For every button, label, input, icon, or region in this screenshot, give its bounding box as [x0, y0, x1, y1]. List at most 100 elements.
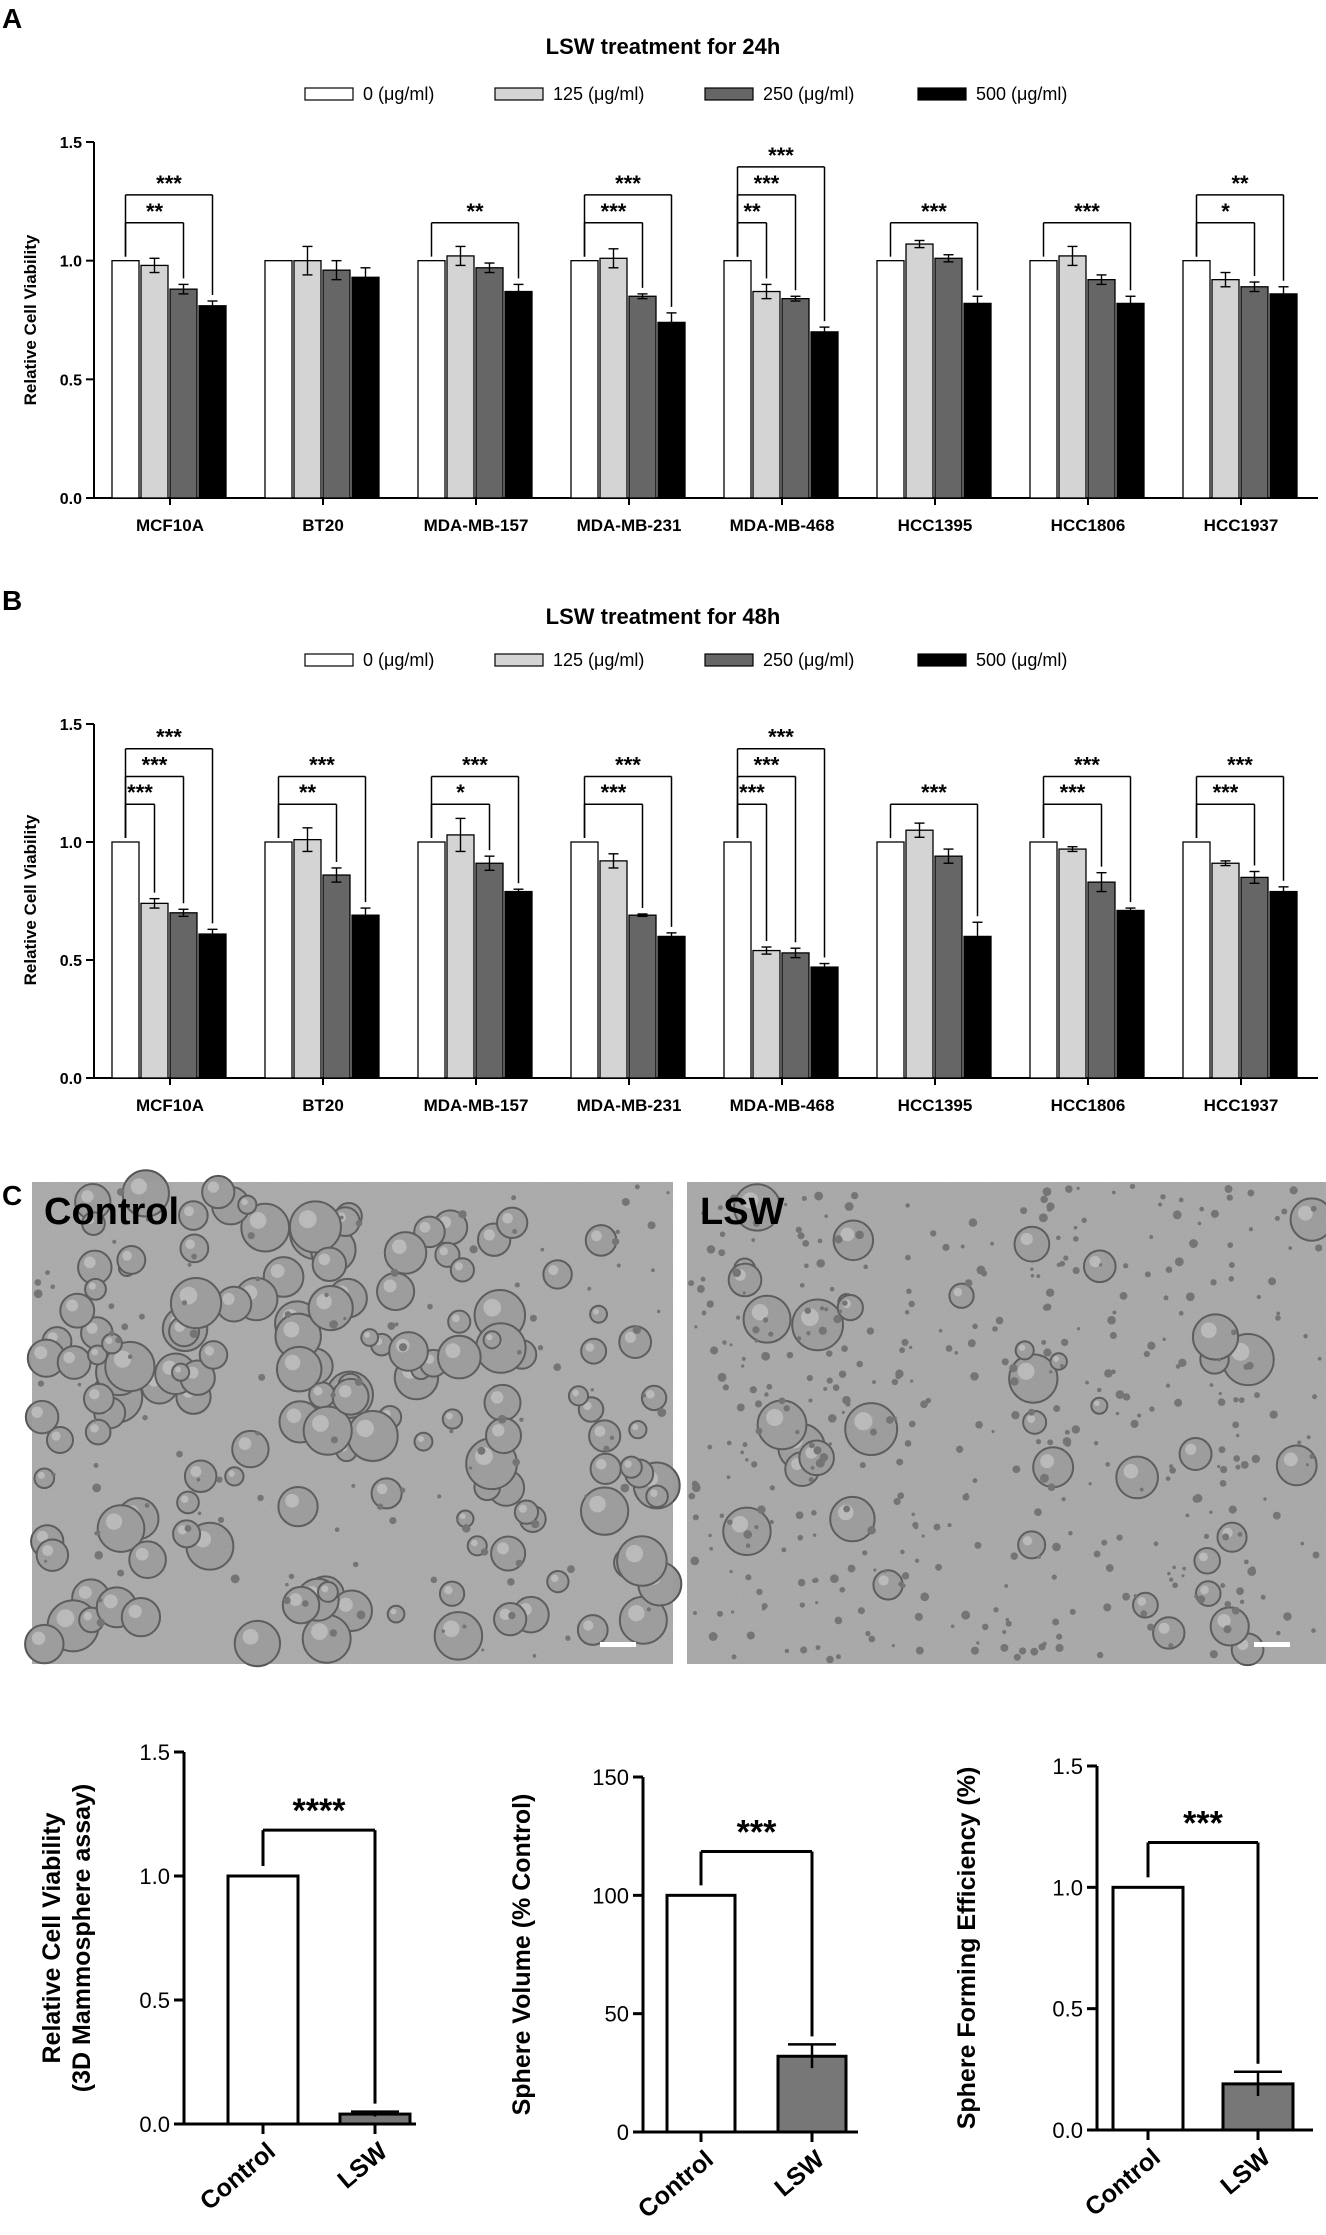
lsw-micrograph-label: LSW: [700, 1191, 785, 1233]
bar: [570, 260, 599, 499]
y-tick-label: 0.5: [1052, 1997, 1083, 2022]
significance-label: ***: [127, 780, 153, 805]
bar: [111, 260, 140, 499]
bar: [1058, 848, 1087, 1079]
control-micrograph-label: Control: [44, 1191, 179, 1233]
bar: [934, 855, 963, 1079]
bar: [752, 290, 781, 499]
chart-sphere-forming-efficiency: 0.0 0.5 1.0 1.5 Control LSW *** Sphere Forming …: [953, 1754, 1313, 2222]
scale-bar-right: [1254, 1642, 1290, 1647]
bar: [1269, 293, 1298, 499]
y-tick-label: 0.0: [1052, 2118, 1083, 2143]
x-tick-label: Control: [1080, 2143, 1166, 2222]
significance-label: ***: [739, 780, 765, 805]
significance-label: **: [299, 780, 317, 805]
significance-label: ***: [601, 780, 627, 805]
bar: [198, 305, 227, 499]
bar: [963, 935, 992, 1079]
significance-label: ***: [462, 752, 488, 777]
bar: [1211, 279, 1240, 499]
significance-label: ***: [309, 752, 335, 777]
x-tick-label: MDA-MB-231: [577, 516, 682, 535]
x-tick-label: HCC1395: [898, 516, 973, 535]
x-tick-label: HCC1937: [1204, 1096, 1279, 1115]
bar: [1116, 302, 1145, 499]
bar: [417, 841, 446, 1079]
bar: [810, 331, 839, 499]
legend-swatch-2: [704, 653, 754, 667]
bar: [140, 264, 169, 499]
significance-label: ***: [1074, 752, 1100, 777]
bar: [1211, 862, 1240, 1079]
significance-label: ***: [737, 1814, 777, 1852]
chart-48h-title: LSW treatment for 48h: [546, 604, 781, 629]
bar: [446, 255, 475, 499]
legend-swatch-3: [917, 87, 967, 101]
x-tick-label: MCF10A: [136, 1096, 204, 1115]
scale-bar-left: [600, 1642, 636, 1647]
significance-label: ***: [1183, 1804, 1223, 1842]
lsw-micrograph: LSW: [687, 1182, 1326, 1667]
legend-swatch-0: [304, 87, 354, 101]
bar: [293, 260, 322, 499]
y-tick-label: 0.0: [60, 1071, 82, 1088]
chart-24h-title: LSW treatment for 24h: [546, 34, 781, 59]
bar: [1029, 260, 1058, 499]
significance-label: ***: [768, 143, 794, 168]
significance-label: ***: [921, 780, 947, 805]
chart-48h-legend: 0 (μg/ml) 125 (μg/ml) 250 (μg/ml) 500 (μg/m…: [304, 650, 1067, 670]
bar: [599, 257, 628, 499]
bar: [657, 935, 686, 1079]
legend-label-3: 500 (μg/ml): [976, 84, 1067, 104]
significance-label: ***: [615, 752, 641, 777]
y-tick-label: 0.5: [60, 953, 82, 970]
legend-label-0: 0 (μg/ml): [363, 84, 434, 104]
y-tick-label: 50: [605, 2002, 629, 2027]
bar: [1240, 876, 1269, 1079]
significance-label: ***: [1213, 780, 1239, 805]
chart-sphere-volume: 0 50 100 150 Control LSW *** Sphere Volume (% C…: [508, 1765, 858, 2224]
legend-label-2: 250 (μg/ml): [763, 84, 854, 104]
bar: [570, 841, 599, 1079]
micrographs: Control LSW: [24, 1169, 1326, 1668]
significance-label: ***: [156, 171, 182, 196]
significance-label: ***: [601, 199, 627, 224]
bar: [1058, 255, 1087, 499]
significance-label: **: [1231, 171, 1249, 196]
y-tick-label: 1.5: [60, 135, 82, 152]
bar: [351, 914, 380, 1079]
legend-swatch-1: [494, 653, 544, 667]
bar: [665, 1893, 737, 2134]
significance-label: ***: [156, 725, 182, 750]
significance-label: ***: [768, 725, 794, 750]
x-tick-label: LSW: [1215, 2143, 1276, 2200]
significance-label: ***: [1060, 780, 1086, 805]
bar: [1269, 890, 1298, 1079]
significance-label: ***: [754, 752, 780, 777]
x-tick-label: HCC1395: [898, 1096, 973, 1115]
x-tick-label: MDA-MB-468: [730, 1096, 835, 1115]
bar: [723, 841, 752, 1079]
chart-24h: LSW treatment for 24h 0 (μg/ml) 125 (μg/m…: [21, 34, 1318, 535]
significance-label: ***: [142, 752, 168, 777]
y-tick-label: 0: [617, 2120, 629, 2145]
x-tick-label: LSW: [332, 2137, 393, 2194]
chart-48h: LSW treatment for 48h 0 (μg/ml) 125 (μg/m…: [21, 604, 1318, 1115]
bar: [876, 841, 905, 1079]
x-tick-label: LSW: [769, 2145, 830, 2202]
significance-label: ***: [615, 171, 641, 196]
x-tick-label: HCC1806: [1051, 1096, 1126, 1115]
significance-label: ***: [1227, 752, 1253, 777]
y-tick-label: 1.0: [60, 835, 82, 852]
bar: [169, 912, 198, 1079]
significance-label: ****: [293, 1792, 347, 1830]
bar: [1087, 279, 1116, 499]
bar: [504, 890, 533, 1079]
bar: [226, 1874, 300, 2126]
x-tick-label: BT20: [302, 1096, 344, 1115]
bar: [1111, 1885, 1185, 2132]
bar: [781, 952, 810, 1079]
bar: [322, 269, 351, 499]
chart-24h-y-axis-label: Relative Cell Viability: [21, 234, 40, 405]
bar: [876, 260, 905, 499]
